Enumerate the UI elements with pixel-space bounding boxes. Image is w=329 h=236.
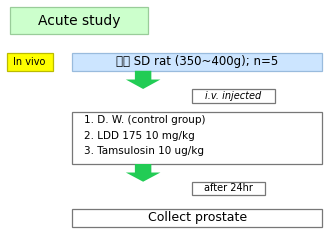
Text: 정상 SD rat (350~400g); n=5: 정상 SD rat (350~400g); n=5 — [116, 55, 279, 68]
Bar — [72, 53, 322, 71]
Polygon shape — [126, 71, 161, 89]
Bar — [192, 182, 265, 195]
Bar — [72, 209, 322, 227]
Text: 1. D. W. (control group)
2. LDD 175 10 mg/kg
3. Tamsulosin 10 ug/kg: 1. D. W. (control group) 2. LDD 175 10 m… — [84, 115, 205, 156]
Text: Acute study: Acute study — [38, 14, 120, 28]
Text: In vivo: In vivo — [13, 57, 46, 67]
Bar — [192, 89, 275, 103]
Text: after 24hr: after 24hr — [204, 183, 253, 193]
Bar — [72, 112, 322, 164]
Bar — [7, 53, 53, 71]
Bar — [10, 7, 148, 34]
Text: Collect prostate: Collect prostate — [148, 211, 247, 224]
Text: i.v. injected: i.v. injected — [206, 91, 262, 101]
Polygon shape — [126, 164, 161, 182]
